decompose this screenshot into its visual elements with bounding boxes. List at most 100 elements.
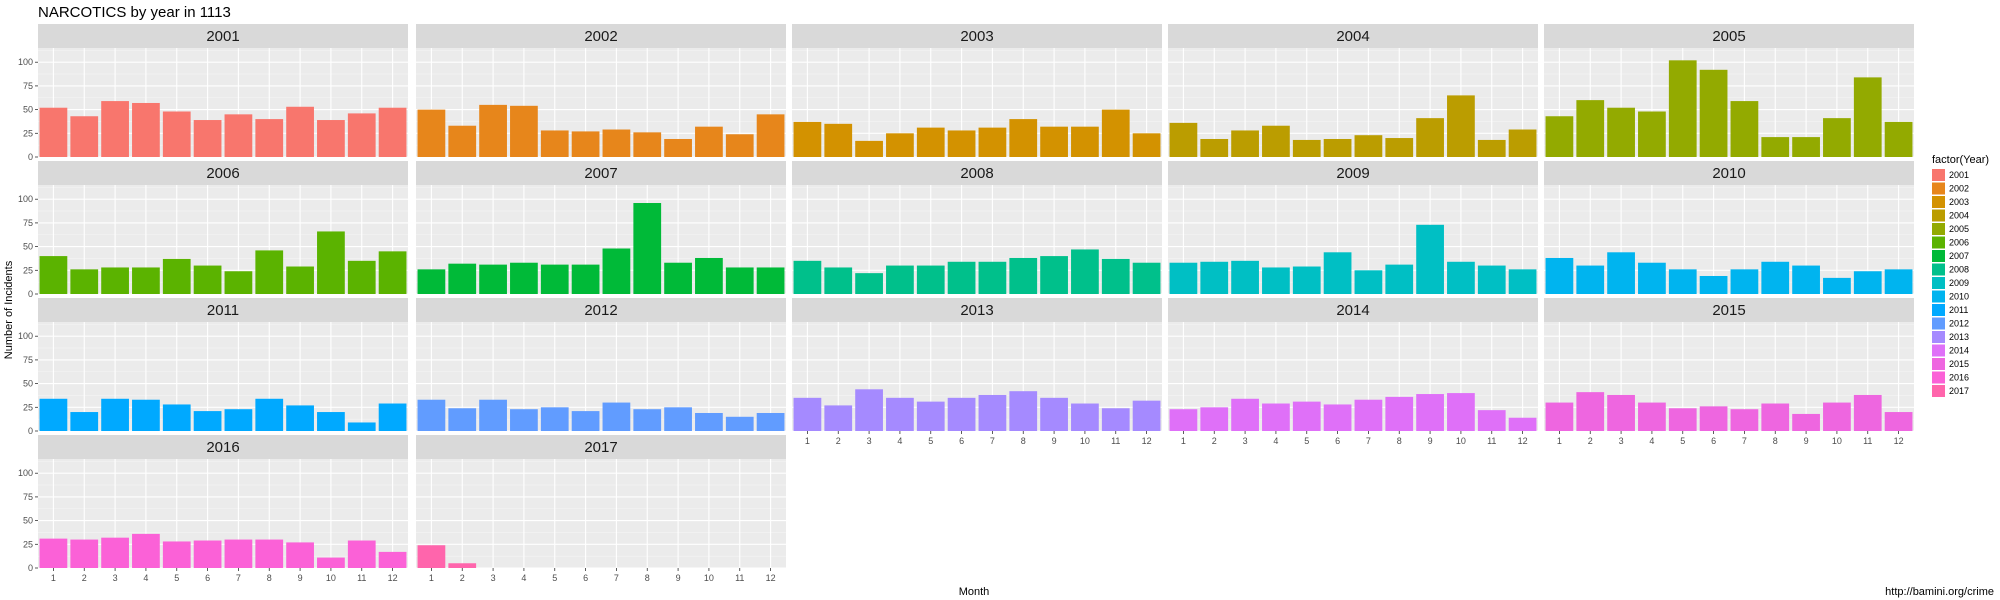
facet-strip bbox=[38, 435, 408, 459]
bar-2001-11 bbox=[347, 113, 376, 157]
bar-2007-1 bbox=[417, 269, 446, 294]
bar-2008-7 bbox=[978, 261, 1007, 294]
bar-2005-10 bbox=[1823, 118, 1851, 157]
bar-2013-9 bbox=[1040, 397, 1068, 431]
bar-2016-2 bbox=[70, 539, 99, 568]
legend-item-2011: 2011 bbox=[1932, 304, 1968, 316]
x-tick-label: 9 bbox=[1052, 436, 1057, 446]
facet-strip bbox=[416, 435, 786, 459]
x-tick-label: 10 bbox=[704, 573, 714, 583]
bar-2008-3 bbox=[855, 273, 883, 294]
bar-2014-2 bbox=[1200, 407, 1229, 431]
bar-2011-1 bbox=[39, 398, 68, 431]
x-tick-label: 4 bbox=[1273, 436, 1278, 446]
bar-2013-5 bbox=[916, 401, 945, 431]
bar-2003-2 bbox=[824, 123, 853, 157]
bar-2003-11 bbox=[1101, 109, 1130, 157]
bar-2016-4 bbox=[132, 533, 160, 568]
x-tick-label: 12 bbox=[388, 573, 398, 583]
x-tick-label: 2 bbox=[82, 573, 87, 583]
bar-2002-11 bbox=[725, 134, 754, 157]
bar-2008-10 bbox=[1071, 249, 1099, 294]
legend: factor(Year) 2001 2002 2003 2004 2005 2006 200… bbox=[1932, 154, 1989, 397]
bar-2004-7 bbox=[1354, 135, 1383, 157]
x-tick-label: 3 bbox=[1619, 436, 1624, 446]
x-tick-label: 7 bbox=[614, 573, 619, 583]
bar-2015-4 bbox=[1638, 402, 1666, 431]
bar-2010-3 bbox=[1607, 252, 1635, 294]
facet-strip-label: 2006 bbox=[206, 165, 239, 182]
bar-2004-10 bbox=[1447, 95, 1475, 157]
bar-2007-8 bbox=[633, 203, 662, 294]
facet-strip bbox=[38, 24, 408, 48]
bar-2013-7 bbox=[978, 394, 1007, 431]
bar-2012-10 bbox=[695, 412, 723, 431]
bar-2015-6 bbox=[1699, 406, 1728, 431]
legend-item-2012: 2012 bbox=[1932, 317, 1969, 330]
y-tick-label: 50 bbox=[23, 105, 33, 115]
bar-2014-6 bbox=[1323, 404, 1352, 431]
bar-2011-4 bbox=[132, 399, 160, 431]
bar-2015-1 bbox=[1545, 402, 1574, 431]
x-tick-label: 8 bbox=[1397, 436, 1402, 446]
legend-item-2017: 2017 bbox=[1932, 385, 1969, 397]
facet-strip bbox=[1168, 161, 1538, 185]
bar-2006-7 bbox=[224, 271, 253, 294]
bar-2009-8 bbox=[1385, 264, 1414, 294]
legend-item-2010: 2010 bbox=[1932, 290, 1969, 303]
bar-2005-9 bbox=[1792, 137, 1820, 157]
x-tick-label: 8 bbox=[1021, 436, 1026, 446]
facet-panel-2007: 2007 bbox=[416, 161, 786, 295]
x-tick-label: 5 bbox=[552, 573, 557, 583]
legend-title: factor(Year) bbox=[1932, 154, 1989, 166]
x-tick-label: 2 bbox=[460, 573, 465, 583]
legend-key bbox=[1932, 223, 1945, 235]
bar-2004-9 bbox=[1416, 118, 1444, 157]
x-tick-label: 6 bbox=[583, 573, 588, 583]
panel-background bbox=[1168, 48, 1538, 157]
y-tick-label: 50 bbox=[23, 242, 33, 252]
bar-2011-12 bbox=[378, 403, 407, 431]
legend-label: 2016 bbox=[1949, 373, 1969, 383]
x-tick-label: 8 bbox=[1773, 436, 1778, 446]
bar-2009-4 bbox=[1262, 267, 1290, 294]
legend-item-2005: 2005 bbox=[1932, 223, 1969, 235]
bar-2005-12 bbox=[1884, 121, 1913, 157]
bar-2002-9 bbox=[664, 138, 692, 157]
facet-strip-label: 2017 bbox=[584, 439, 617, 456]
bar-2001-4 bbox=[132, 102, 160, 157]
bar-2003-3 bbox=[855, 140, 883, 157]
legend-key bbox=[1932, 263, 1945, 276]
bar-2010-9 bbox=[1792, 265, 1820, 294]
bar-2005-6 bbox=[1699, 69, 1728, 157]
bar-2007-5 bbox=[540, 264, 569, 294]
facet-panel-2008: 2008 bbox=[792, 161, 1162, 295]
bar-2009-1 bbox=[1169, 262, 1198, 294]
y-tick-label: 0 bbox=[28, 563, 33, 573]
x-tick-label: 6 bbox=[959, 436, 964, 446]
x-tick-label: 6 bbox=[205, 573, 210, 583]
bar-2010-5 bbox=[1668, 269, 1697, 294]
y-tick-label: 100 bbox=[18, 57, 33, 67]
bar-2016-12 bbox=[378, 551, 407, 568]
bar-2004-1 bbox=[1169, 122, 1198, 157]
bar-2001-2 bbox=[70, 116, 99, 157]
bar-2008-6 bbox=[947, 261, 976, 294]
bar-2015-11 bbox=[1853, 394, 1882, 431]
bar-2007-6 bbox=[571, 264, 600, 294]
legend-key bbox=[1932, 304, 1945, 316]
facet-strip bbox=[38, 161, 408, 185]
facet-strip-label: 2003 bbox=[960, 28, 993, 45]
bar-2007-4 bbox=[510, 262, 538, 294]
bar-2005-7 bbox=[1730, 101, 1759, 157]
bar-2013-6 bbox=[947, 397, 976, 431]
x-tick-label: 10 bbox=[1832, 436, 1842, 446]
legend-key bbox=[1932, 209, 1945, 222]
bar-2001-5 bbox=[162, 111, 191, 157]
bar-2001-1 bbox=[39, 107, 68, 157]
bar-2013-4 bbox=[886, 397, 914, 431]
bar-2011-9 bbox=[286, 405, 314, 431]
y-tick-label: 100 bbox=[18, 194, 33, 204]
y-tick-label: 25 bbox=[23, 402, 33, 412]
